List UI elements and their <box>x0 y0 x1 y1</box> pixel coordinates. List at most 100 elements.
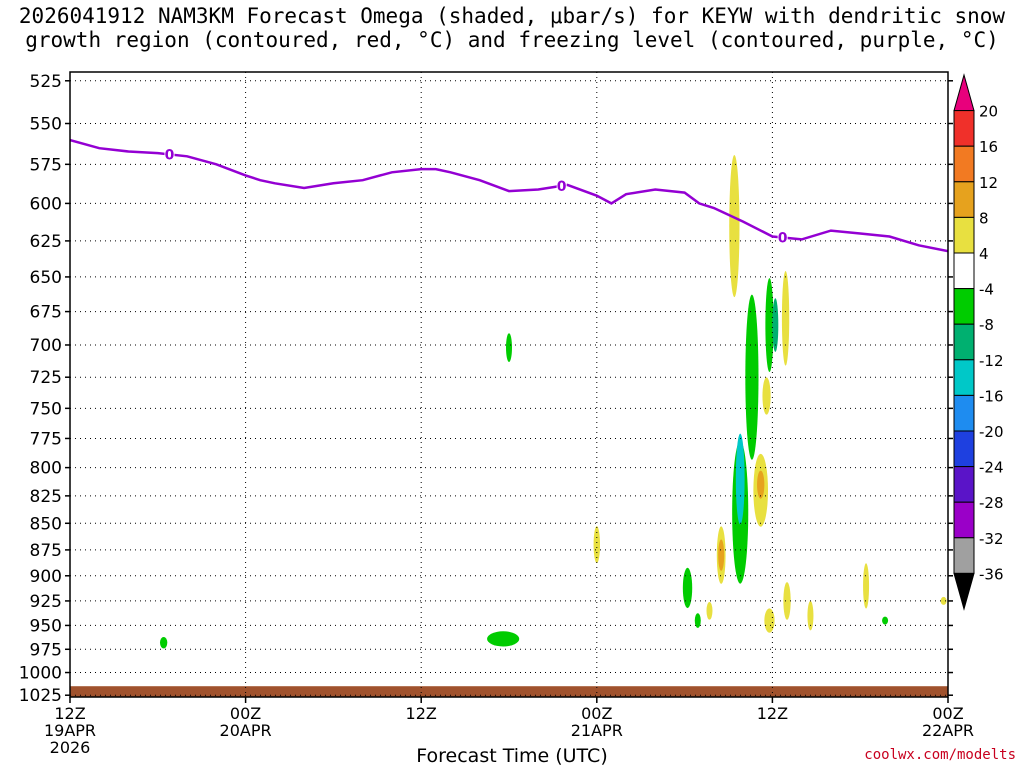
x-tick-label: 21APR <box>571 721 623 740</box>
colorbar-swatch <box>953 394 975 432</box>
omega-cell <box>764 608 775 633</box>
x-tick-label: 2026 <box>50 738 91 757</box>
omega-cell <box>781 271 790 366</box>
colorbar-label: -32 <box>979 530 1004 548</box>
omega-cell <box>783 582 791 620</box>
y-tick-label: 800 <box>30 459 62 479</box>
y-tick-label: 1025 <box>19 686 62 706</box>
colorbar-swatch <box>953 181 975 218</box>
y-tick-label: 825 <box>30 487 62 507</box>
omega-cell <box>682 567 693 609</box>
colorbar-swatch <box>953 252 975 290</box>
omega-cell <box>765 278 774 373</box>
chart-title: 2026041912 NAM3KM Forecast Omega (shaded… <box>0 4 1024 52</box>
freezing-level-line <box>70 138 948 253</box>
freezing-level-label: 0 <box>777 229 788 247</box>
y-tick-label: 525 <box>30 72 62 92</box>
y-tick-label: 550 <box>30 115 62 135</box>
colorbar-label: -28 <box>979 494 1004 512</box>
omega-cell <box>506 333 512 362</box>
colorbar-swatch <box>953 288 975 325</box>
colorbar-label: 12 <box>979 174 998 192</box>
y-tick-label: 625 <box>30 232 62 252</box>
colorbar-label: 16 <box>979 138 998 156</box>
x-tick-label: 19APR <box>44 721 96 740</box>
y-tick-label: 575 <box>30 155 62 175</box>
colorbar-label: -16 <box>979 387 1004 405</box>
y-tick-label: 775 <box>30 429 62 449</box>
omega-shading <box>70 155 948 697</box>
y-tick-label: 675 <box>30 303 62 323</box>
colorbar-swatch <box>953 572 975 611</box>
y-tick-label: 600 <box>30 194 62 214</box>
omega-cell <box>729 155 740 298</box>
omega-cell <box>735 433 745 525</box>
freezing-level-label: 0 <box>164 146 175 163</box>
plot-frame <box>69 71 949 698</box>
terrain-band <box>70 686 948 697</box>
freezing-level-label-text: 0 <box>557 179 567 195</box>
grid <box>69 72 949 697</box>
y-tick-label: 725 <box>30 368 62 388</box>
x-tick-label: 20APR <box>220 721 272 740</box>
y-tick-label: 875 <box>30 541 62 561</box>
y-tick-label: 900 <box>30 567 62 587</box>
colorbar-swatch <box>953 323 975 361</box>
omega-cell <box>706 601 713 620</box>
chart-title-line2: growth region (contoured, red, °C) and f… <box>25 28 999 52</box>
axes: 525 550 575 600 625 650 675 700 725 750 775 800 825 8… <box>19 71 974 757</box>
omega-cell <box>762 377 771 415</box>
omega-cell <box>487 631 520 647</box>
x-tick-label: 00Z <box>932 704 963 723</box>
colorbar-label: -36 <box>979 565 1004 583</box>
y-tick-label: 750 <box>30 399 62 419</box>
omega-cell <box>745 294 759 460</box>
colorbar-swatch <box>953 359 975 396</box>
omega-cell <box>757 470 765 499</box>
omega-cell <box>593 526 601 564</box>
colorbar-label: -24 <box>979 459 1004 477</box>
x-tick-label: 00Z <box>230 704 261 723</box>
x-tick-label: 12Z <box>757 704 788 723</box>
colorbar-label: -4 <box>979 281 994 299</box>
colorbar-label: 20 <box>979 103 998 121</box>
y-tick-label: 975 <box>30 640 62 660</box>
colorbar: 20 16 12 8 4 -4 -8 -12 -16 -20 -24 -28 -32 -36 <box>953 73 1004 611</box>
freezing-level-label-text: 0 <box>165 147 175 163</box>
colorbar-swatch <box>953 430 975 468</box>
omega-cell <box>772 298 779 352</box>
omega-cell <box>882 616 889 625</box>
colorbar-label: 4 <box>979 245 989 263</box>
colorbar-swatch <box>953 145 975 183</box>
x-tick-label: 22APR <box>922 721 974 740</box>
colorbar-swatch <box>953 73 975 112</box>
omega-cell <box>863 563 870 609</box>
freezing-level-label: 0 <box>556 177 567 195</box>
plot-area: 0 0 0 <box>69 72 949 697</box>
y-tick-label: 700 <box>30 336 62 356</box>
colorbar-label: -8 <box>979 316 994 334</box>
omega-cell <box>807 601 814 631</box>
x-tick-label: 12Z <box>406 704 437 723</box>
omega-cell <box>940 596 947 605</box>
colorbar-swatch <box>953 466 975 503</box>
x-axis-label: Forecast Time (UTC) <box>416 745 608 767</box>
omega-cell <box>718 539 725 571</box>
colorbar-swatch <box>953 501 975 539</box>
y-tick-label: 650 <box>30 268 62 288</box>
y-tick-label: 850 <box>30 514 62 534</box>
colorbar-label: 8 <box>979 209 989 227</box>
chart-title-line1: 2026041912 NAM3KM Forecast Omega (shaded… <box>18 4 1006 28</box>
y-tick-label: 925 <box>30 592 62 612</box>
colorbar-swatch <box>953 216 975 254</box>
omega-cell <box>159 636 168 649</box>
colorbar-label: -12 <box>979 352 1004 370</box>
freezing-level-label-text: 0 <box>778 231 788 247</box>
x-tick-label: 00Z <box>581 704 612 723</box>
colorbar-swatch <box>953 537 975 574</box>
credit-text: coolwx.com/modelts <box>864 747 1016 763</box>
colorbar-label: -20 <box>979 423 1004 441</box>
y-tick-label: 1000 <box>19 664 62 684</box>
y-tick-label: 950 <box>30 616 62 636</box>
